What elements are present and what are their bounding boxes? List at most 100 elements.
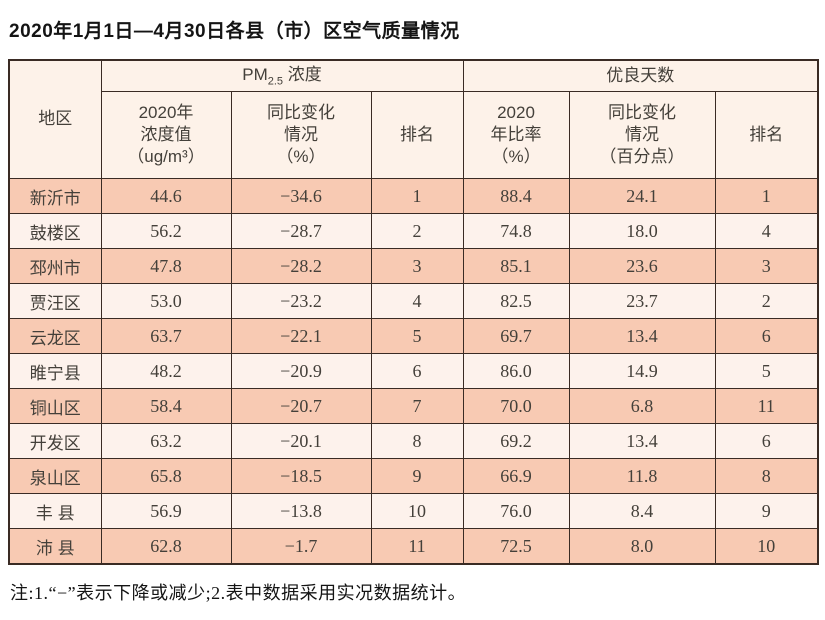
- page-title: 2020年1月1日—4月30日各县（市）区空气质量情况: [9, 21, 460, 42]
- cell-region: 睢宁县: [8, 353, 102, 389]
- cell-pm_value: 58.4: [100, 388, 232, 424]
- cell-region: 泉山区: [8, 458, 102, 494]
- cell-region: 沛 县: [8, 528, 102, 565]
- cell-good_change: 8.0: [568, 528, 716, 565]
- cell-good_change: 6.8: [568, 388, 716, 424]
- table-row: 贾汪区 53.0 −23.2 4 82.5 23.7 2: [8, 283, 819, 319]
- cell-good_rank: 8: [714, 458, 819, 494]
- cell-good_rate: 74.8: [462, 213, 570, 249]
- cell-good_rank: 4: [714, 213, 819, 249]
- cell-good_rank: 2: [714, 283, 819, 319]
- cell-good_change: 8.4: [568, 493, 716, 529]
- table-row: 新沂市 44.6 −34.6 1 88.4 24.1 1: [8, 178, 819, 214]
- cell-good_rate: 85.1: [462, 248, 570, 284]
- table-row: 云龙区 63.7 −22.1 5 69.7 13.4 6: [8, 318, 819, 354]
- cell-pm_value: 56.2: [100, 213, 232, 249]
- cell-good_change: 23.7: [568, 283, 716, 319]
- cell-good_rank: 1: [714, 178, 819, 214]
- table-row: 开发区 63.2 −20.1 8 69.2 13.4 6: [8, 423, 819, 459]
- cell-region: 鼓楼区: [8, 213, 102, 249]
- header-good-rank: 排名: [714, 91, 819, 179]
- cell-good_rate: 70.0: [462, 388, 570, 424]
- cell-pm_value: 47.8: [100, 248, 232, 284]
- cell-good_rate: 88.4: [462, 178, 570, 214]
- cell-pm_rank: 6: [370, 353, 464, 389]
- header-pm-value: 2020年 浓度值 （ug/m³）: [100, 91, 232, 179]
- cell-pm_rank: 7: [370, 388, 464, 424]
- cell-pm_value: 62.8: [100, 528, 232, 565]
- cell-good_rate: 76.0: [462, 493, 570, 529]
- cell-pm_value: 63.7: [100, 318, 232, 354]
- cell-good_rank: 6: [714, 318, 819, 354]
- cell-region: 邳州市: [8, 248, 102, 284]
- cell-pm_value: 44.6: [100, 178, 232, 214]
- table-row: 睢宁县 48.2 −20.9 6 86.0 14.9 5: [8, 353, 819, 389]
- cell-pm_change: −28.7: [230, 213, 372, 249]
- cell-pm_rank: 4: [370, 283, 464, 319]
- header-group-good-days: 优良天数: [462, 59, 819, 92]
- cell-pm_value: 65.8: [100, 458, 232, 494]
- cell-pm_change: −18.5: [230, 458, 372, 494]
- cell-good_rank: 10: [714, 528, 819, 565]
- cell-good_change: 23.6: [568, 248, 716, 284]
- cell-pm_change: −28.2: [230, 248, 372, 284]
- cell-good_rank: 3: [714, 248, 819, 284]
- cell-pm_value: 63.2: [100, 423, 232, 459]
- cell-good_rate: 86.0: [462, 353, 570, 389]
- cell-region: 铜山区: [8, 388, 102, 424]
- cell-pm_change: −22.1: [230, 318, 372, 354]
- cell-pm_value: 53.0: [100, 283, 232, 319]
- table-body: 新沂市 44.6 −34.6 1 88.4 24.1 1 鼓楼区 56.2 −28.7 2 74.8 1…: [8, 178, 819, 565]
- cell-region: 新沂市: [8, 178, 102, 214]
- cell-pm_value: 48.2: [100, 353, 232, 389]
- table-header: 地区 PM2.5 浓度 优良天数 2020年 浓度值 （ug/m³） 同比变化 …: [8, 59, 819, 179]
- cell-good_rank: 9: [714, 493, 819, 529]
- footnote: 注:1.“−”表示下降或减少;2.表中数据采用实况数据统计。: [10, 583, 467, 603]
- header-good-change: 同比变化 情况 （百分点）: [568, 91, 716, 179]
- table-row: 邳州市 47.8 −28.2 3 85.1 23.6 3: [8, 248, 819, 284]
- cell-good_rate: 72.5: [462, 528, 570, 565]
- pm25-label-rest: 浓度: [283, 64, 322, 84]
- air-quality-table: 地区 PM2.5 浓度 优良天数 2020年 浓度值 （ug/m³） 同比变化 …: [8, 59, 820, 565]
- header-group-pm25: PM2.5 浓度: [100, 59, 464, 92]
- cell-pm_change: −20.7: [230, 388, 372, 424]
- header-good-rate: 2020 年比率 （%）: [462, 91, 570, 179]
- table-row: 泉山区 65.8 −18.5 9 66.9 11.8 8: [8, 458, 819, 494]
- cell-region: 丰 县: [8, 493, 102, 529]
- cell-pm_value: 56.9: [100, 493, 232, 529]
- cell-good_change: 13.4: [568, 318, 716, 354]
- cell-good_change: 11.8: [568, 458, 716, 494]
- table-row: 丰 县 56.9 −13.8 10 76.0 8.4 9: [8, 493, 819, 529]
- cell-good_rate: 66.9: [462, 458, 570, 494]
- cell-pm_change: −34.6: [230, 178, 372, 214]
- cell-region: 云龙区: [8, 318, 102, 354]
- cell-good_change: 24.1: [568, 178, 716, 214]
- cell-pm_change: −20.1: [230, 423, 372, 459]
- cell-pm_rank: 5: [370, 318, 464, 354]
- cell-good_rate: 69.7: [462, 318, 570, 354]
- cell-region: 开发区: [8, 423, 102, 459]
- table-row: 沛 县 62.8 −1.7 11 72.5 8.0 10: [8, 528, 819, 565]
- cell-pm_rank: 11: [370, 528, 464, 565]
- cell-good_rate: 82.5: [462, 283, 570, 319]
- cell-pm_rank: 2: [370, 213, 464, 249]
- cell-pm_change: −23.2: [230, 283, 372, 319]
- header-pm-change: 同比变化 情况 （%）: [230, 91, 372, 179]
- cell-region: 贾汪区: [8, 283, 102, 319]
- cell-pm_rank: 10: [370, 493, 464, 529]
- pm25-label-main: PM: [242, 64, 268, 84]
- cell-good_rank: 6: [714, 423, 819, 459]
- cell-pm_change: −20.9: [230, 353, 372, 389]
- cell-pm_change: −1.7: [230, 528, 372, 565]
- cell-good_rate: 69.2: [462, 423, 570, 459]
- cell-good_rank: 5: [714, 353, 819, 389]
- cell-good_change: 13.4: [568, 423, 716, 459]
- pm25-label-subscript: 2.5: [267, 75, 284, 88]
- table-row: 铜山区 58.4 −20.7 7 70.0 6.8 11: [8, 388, 819, 424]
- cell-pm_rank: 3: [370, 248, 464, 284]
- cell-pm_rank: 9: [370, 458, 464, 494]
- cell-good_change: 18.0: [568, 213, 716, 249]
- cell-good_rank: 11: [714, 388, 819, 424]
- cell-good_change: 14.9: [568, 353, 716, 389]
